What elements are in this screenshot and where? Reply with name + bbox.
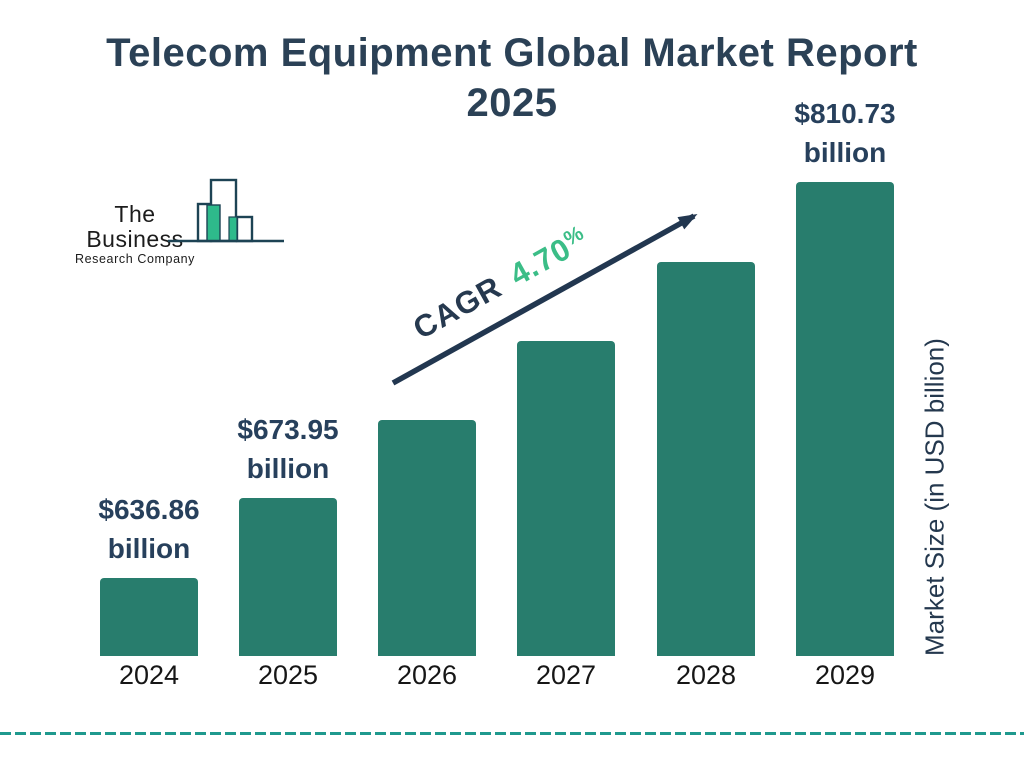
bar-column-2024: 2024 <box>100 0 198 768</box>
value-amount: $810.73 <box>794 98 896 129</box>
x-axis-tick-2025: 2025 <box>257 660 319 690</box>
y-axis-label: Market Size (in USD billion) <box>919 338 950 656</box>
bottom-dashed-divider <box>0 732 1024 735</box>
value-amount: $636.86 <box>98 494 200 525</box>
bar-column-2026: 2026 <box>378 0 476 768</box>
x-axis-tick-2024: 2024 <box>118 660 180 690</box>
bar-column-2027: 2027 <box>517 0 615 768</box>
company-logo: The Business Research Company <box>74 176 289 266</box>
x-axis-tick-2028: 2028 <box>675 660 737 690</box>
page-title-line2: 2025 <box>466 81 558 125</box>
bar-2028 <box>657 262 755 656</box>
x-axis-tick-2027: 2027 <box>535 660 597 690</box>
company-logo-text: The Business Research Company <box>74 201 196 267</box>
x-axis-tick-2029: 2029 <box>814 660 876 690</box>
value-unit: billion <box>246 453 330 484</box>
page-title: Telecom Equipment Global Market Report 20… <box>0 28 1024 128</box>
bar-2024 <box>100 578 198 656</box>
bar-2029 <box>796 182 894 656</box>
value-unit: billion <box>107 533 191 564</box>
logo-name: The Business <box>86 201 184 252</box>
value-label-2025: $673.95 billion <box>237 410 338 488</box>
page-title-line1: Telecom Equipment Global Market Report <box>106 31 918 75</box>
bar-2026 <box>378 420 476 656</box>
logo-bar-chart-icon <box>168 178 284 243</box>
bar-column-2029: 2029 <box>796 0 894 768</box>
value-amount: $673.95 <box>237 414 339 445</box>
bar-column-2025: 2025 <box>239 0 337 768</box>
x-axis-tick-2026: 2026 <box>396 660 458 690</box>
value-unit: billion <box>803 137 887 168</box>
logo-subname: Research Company <box>74 252 196 266</box>
value-label-2024: $636.86 billion <box>98 490 199 568</box>
bar-2027 <box>517 341 615 656</box>
value-label-2029: $810.73 billion <box>794 94 895 172</box>
bar-column-2028: 2028 <box>657 0 755 768</box>
bar-2025 <box>239 498 337 656</box>
